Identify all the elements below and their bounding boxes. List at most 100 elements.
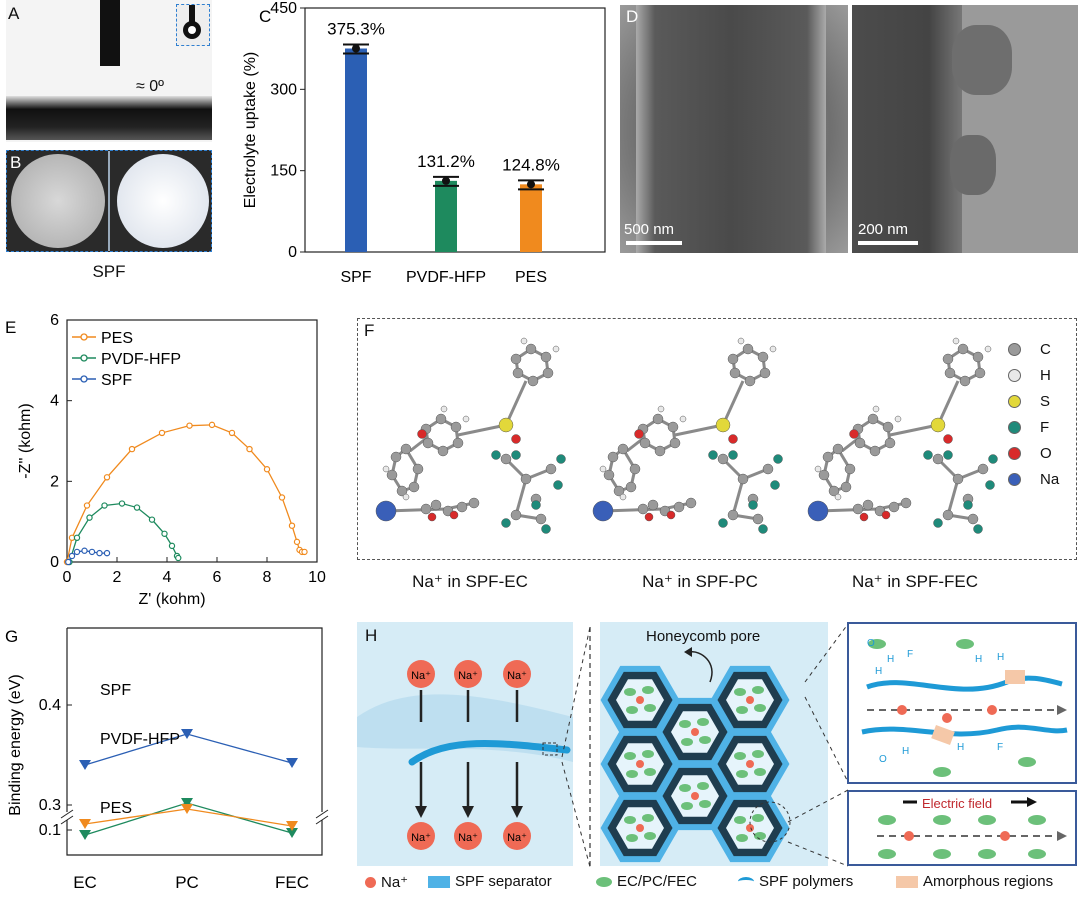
- data-point: [263, 466, 271, 473]
- legend-label: SPF polymers: [759, 873, 854, 890]
- atom: [512, 367, 524, 379]
- atom: [844, 463, 856, 475]
- solvent-molecule: [699, 800, 711, 808]
- atom: [685, 497, 697, 509]
- solvent-molecule: [978, 849, 996, 859]
- data-point: [96, 549, 103, 557]
- panel-a: ≈ 0º A: [6, 0, 212, 142]
- panel-h-top-right: [847, 622, 1077, 784]
- atom: [386, 469, 398, 481]
- atom: [894, 415, 902, 423]
- connectors: [561, 623, 849, 868]
- solvent-molecule: [642, 750, 654, 758]
- scalebar-right: [858, 241, 918, 245]
- atom: [840, 481, 852, 493]
- atom: [629, 463, 641, 475]
- caption-spf-pc: Na⁺ in SPF-PC: [642, 572, 758, 591]
- solvent-molecule: [624, 688, 636, 696]
- atom: [849, 429, 859, 439]
- legend-label: F: [1040, 419, 1050, 436]
- bond: [731, 478, 745, 516]
- y-tick-label: 6: [50, 312, 59, 329]
- data-point: [527, 180, 535, 189]
- bond-letter: H: [975, 654, 982, 665]
- legend-swatch: [896, 875, 918, 888]
- atom: [510, 509, 522, 521]
- solvent-molecule: [644, 832, 656, 840]
- droplet-inset: [176, 4, 210, 46]
- data-point: [186, 422, 193, 429]
- na-ion: [691, 728, 699, 736]
- bond: [889, 423, 939, 437]
- atom: [669, 437, 681, 449]
- legend-label: S: [1040, 393, 1051, 410]
- solvent-molecule: [681, 802, 693, 810]
- solvent-molecule: [624, 816, 636, 824]
- atom: [869, 445, 881, 457]
- na-label: Na⁺: [458, 832, 478, 844]
- atom: [923, 450, 933, 460]
- legend-label: SPF: [101, 372, 132, 389]
- atom: [427, 512, 437, 522]
- solvent-molecule: [754, 768, 766, 776]
- atom: [854, 437, 866, 449]
- na-ion: [454, 660, 482, 688]
- atom: [859, 512, 869, 522]
- atom: [932, 453, 944, 465]
- atom: [603, 469, 615, 481]
- axis-break: [315, 815, 329, 825]
- atom-swatch: [1008, 369, 1021, 382]
- atom: [613, 485, 625, 497]
- series-label: PES: [100, 800, 132, 817]
- atom: [759, 367, 771, 379]
- scale-text-right: 200 nm: [858, 221, 909, 238]
- solvent-molecule: [754, 704, 766, 712]
- solvent-molecule: [956, 639, 974, 649]
- solvent-molecule: [734, 816, 746, 824]
- divider: [108, 151, 110, 251]
- scale-text-left: 500 nm: [624, 221, 675, 238]
- atom: [437, 445, 449, 457]
- series-label: SPF: [100, 682, 131, 699]
- na-ion: [1000, 831, 1010, 841]
- solvent-molecule: [868, 639, 886, 649]
- data-point: [148, 516, 156, 523]
- bond: [674, 423, 724, 437]
- atom: [852, 503, 864, 515]
- atom: [974, 367, 986, 379]
- legend-item-spf-polymers: SPF polymers: [738, 873, 853, 890]
- atom: [718, 518, 728, 528]
- atom: [822, 451, 834, 463]
- panel-d-label: D: [626, 7, 639, 26]
- bar-spf: [345, 48, 367, 253]
- atom: [952, 473, 964, 485]
- scalebar-left: [626, 241, 682, 245]
- legend-label: C: [1040, 341, 1051, 358]
- bar-pes: [520, 184, 542, 252]
- atom: [832, 443, 844, 455]
- data-point: [286, 821, 298, 831]
- oxygen-letter: O: [879, 754, 887, 765]
- atom: [888, 501, 900, 513]
- na-ion: [407, 822, 435, 850]
- x-tick-label: PC: [175, 873, 199, 892]
- na-label: Na⁺: [507, 832, 527, 844]
- bond-letter: F: [907, 649, 913, 660]
- data-point: [133, 504, 141, 511]
- polymer-chain: [861, 724, 1068, 737]
- atom: [617, 443, 629, 455]
- atom: [500, 453, 512, 465]
- na-ion: [454, 822, 482, 850]
- data-point: [442, 176, 450, 185]
- y-tick-label: 0: [288, 244, 297, 261]
- atom: [527, 375, 539, 387]
- legend-item-h: H: [1008, 367, 1051, 384]
- bond-letter: F: [997, 742, 1003, 753]
- atom: [540, 351, 552, 363]
- x-tick-label: EC: [73, 873, 97, 892]
- atom: [828, 485, 840, 497]
- data-label: 124.8%: [502, 155, 560, 174]
- atom: [511, 434, 521, 444]
- legend-marker: [80, 375, 88, 383]
